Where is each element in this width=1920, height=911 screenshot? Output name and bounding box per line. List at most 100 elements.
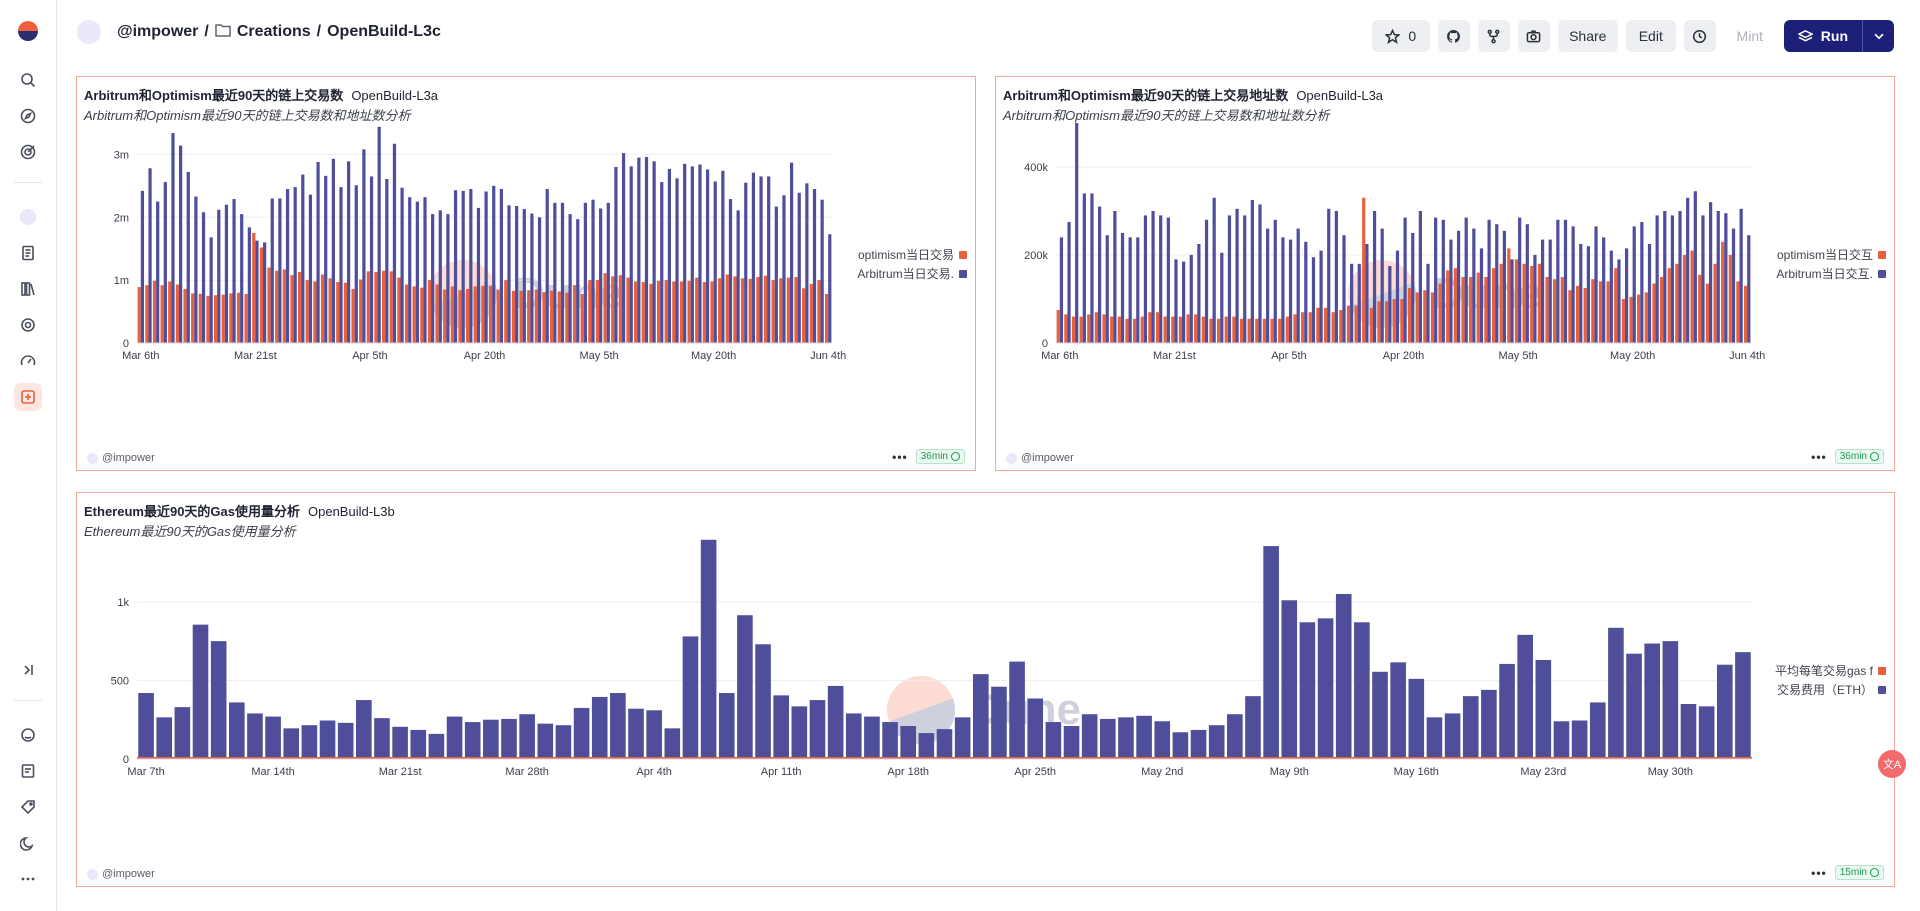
bar-arbitrum[interactable]	[705, 169, 710, 343]
bar-optimism[interactable]	[1247, 318, 1251, 343]
bar-fees[interactable]	[664, 728, 681, 759]
bar-fees[interactable]	[1063, 726, 1080, 759]
bar-optimism[interactable]	[794, 277, 798, 343]
panel-menu-dots-icon[interactable]: •••	[1811, 449, 1827, 464]
bar-arbitrum[interactable]	[530, 213, 534, 343]
bar-optimism[interactable]	[1270, 318, 1274, 343]
bar-optimism[interactable]	[374, 271, 378, 343]
bar-arbitrum[interactable]	[1640, 222, 1644, 343]
bar-optimism[interactable]	[710, 281, 714, 343]
bar-optimism[interactable]	[1446, 270, 1450, 343]
bar-optimism[interactable]	[511, 290, 516, 343]
bar-optimism[interactable]	[191, 293, 195, 343]
bar-optimism[interactable]	[580, 293, 584, 343]
bar-optimism[interactable]	[267, 267, 271, 343]
panel-owner[interactable]: @impower	[1006, 452, 1074, 464]
bar-optimism[interactable]	[382, 270, 386, 343]
bar-arbitrum[interactable]	[652, 161, 656, 343]
bar-fees[interactable]	[755, 644, 771, 759]
bar-arbitrum[interactable]	[385, 178, 389, 343]
bar-optimism[interactable]	[1545, 277, 1549, 343]
bar-optimism[interactable]	[236, 292, 241, 343]
bar-fees[interactable]	[301, 725, 318, 759]
bar-optimism[interactable]	[550, 290, 554, 343]
bar-optimism[interactable]	[1644, 292, 1648, 343]
bar-arbitrum[interactable]	[1388, 266, 1392, 343]
panel-query-name[interactable]: OpenBuild-L3a	[351, 88, 439, 103]
bar-arbitrum[interactable]	[1143, 215, 1148, 343]
bar-arbitrum[interactable]	[1594, 226, 1598, 343]
bar-optimism[interactable]	[809, 283, 813, 343]
bar-fees[interactable]	[1390, 662, 1406, 759]
bar-optimism[interactable]	[366, 271, 370, 343]
bar-optimism[interactable]	[718, 278, 722, 343]
legend-item-avg-gas[interactable]: 平均每笔交易gas f	[1775, 661, 1886, 680]
bar-optimism[interactable]	[679, 281, 684, 343]
bar-fees[interactable]	[591, 696, 608, 759]
bar-arbitrum[interactable]	[1540, 239, 1545, 343]
bar-optimism[interactable]	[1301, 312, 1305, 343]
bar-fees[interactable]	[610, 693, 626, 759]
bar-optimism[interactable]	[297, 271, 302, 343]
bar-arbitrum[interactable]	[789, 162, 794, 343]
bar-optimism[interactable]	[672, 281, 676, 343]
bar-optimism[interactable]	[1171, 316, 1175, 343]
bar-optimism[interactable]	[420, 287, 424, 343]
bar-arbitrum[interactable]	[423, 197, 427, 343]
bar-optimism[interactable]	[1125, 318, 1129, 343]
bar-fees[interactable]	[1716, 664, 1733, 759]
bar-fees[interactable]	[446, 716, 463, 759]
more-dots-icon[interactable]	[14, 865, 42, 893]
bar-optimism[interactable]	[488, 285, 493, 343]
bar-arbitrum[interactable]	[713, 181, 717, 343]
bar-arbitrum[interactable]	[1403, 217, 1407, 343]
bar-fees[interactable]	[1698, 706, 1715, 759]
panel-title-text[interactable]: Arbitrum和Optimism最近90天的链上交易数	[84, 88, 344, 103]
bar-optimism[interactable]	[1354, 305, 1358, 343]
bar-arbitrum[interactable]	[599, 208, 603, 343]
bar-optimism[interactable]	[756, 277, 760, 343]
bar-optimism[interactable]	[1140, 316, 1144, 343]
bar-arbitrum[interactable]	[209, 237, 213, 343]
bar-optimism[interactable]	[1484, 277, 1488, 343]
bar-arbitrum[interactable]	[339, 187, 343, 343]
bar-optimism[interactable]	[473, 286, 477, 343]
bar-fees[interactable]	[501, 718, 517, 759]
bar-fees[interactable]	[483, 719, 499, 759]
bar-optimism[interactable]	[175, 284, 180, 343]
bar-arbitrum[interactable]	[186, 172, 190, 343]
bar-arbitrum[interactable]	[568, 214, 572, 343]
bar-arbitrum[interactable]	[1266, 228, 1270, 343]
share-button[interactable]: Share	[1557, 20, 1618, 52]
bar-fees[interactable]	[1499, 663, 1515, 759]
bar-arbitrum[interactable]	[415, 201, 419, 343]
bar-fees[interactable]	[972, 674, 989, 759]
bar-arbitrum[interactable]	[1571, 226, 1575, 343]
bar-optimism[interactable]	[1178, 316, 1183, 343]
bar-optimism[interactable]	[1255, 318, 1259, 343]
bar-arbitrum[interactable]	[1380, 228, 1384, 343]
bar-arbitrum[interactable]	[1663, 211, 1667, 343]
speedometer-icon[interactable]	[14, 347, 42, 375]
bar-arbitrum[interactable]	[1250, 200, 1254, 343]
bar-arbitrum[interactable]	[347, 161, 351, 343]
bar-arbitrum[interactable]	[301, 174, 305, 343]
bar-fees[interactable]	[1408, 678, 1425, 759]
bar-optimism[interactable]	[542, 292, 546, 343]
bar-arbitrum[interactable]	[331, 158, 335, 343]
bar-fees[interactable]	[337, 722, 354, 759]
bar-fees[interactable]	[356, 700, 372, 759]
bar-optimism[interactable]	[1690, 250, 1694, 343]
bar-fees[interactable]	[192, 624, 209, 759]
bar-arbitrum[interactable]	[1731, 228, 1736, 343]
bar-fees[interactable]	[1444, 713, 1461, 759]
bar-optimism[interactable]	[305, 280, 309, 343]
bar-optimism[interactable]	[611, 276, 615, 343]
bar-optimism[interactable]	[1201, 316, 1205, 343]
bar-arbitrum[interactable]	[797, 192, 801, 343]
bar-arbitrum[interactable]	[522, 209, 526, 343]
target-icon[interactable]	[14, 138, 42, 166]
bar-optimism[interactable]	[1476, 272, 1480, 343]
bar-fees[interactable]	[864, 716, 880, 759]
bar-fees[interactable]	[1626, 653, 1642, 759]
